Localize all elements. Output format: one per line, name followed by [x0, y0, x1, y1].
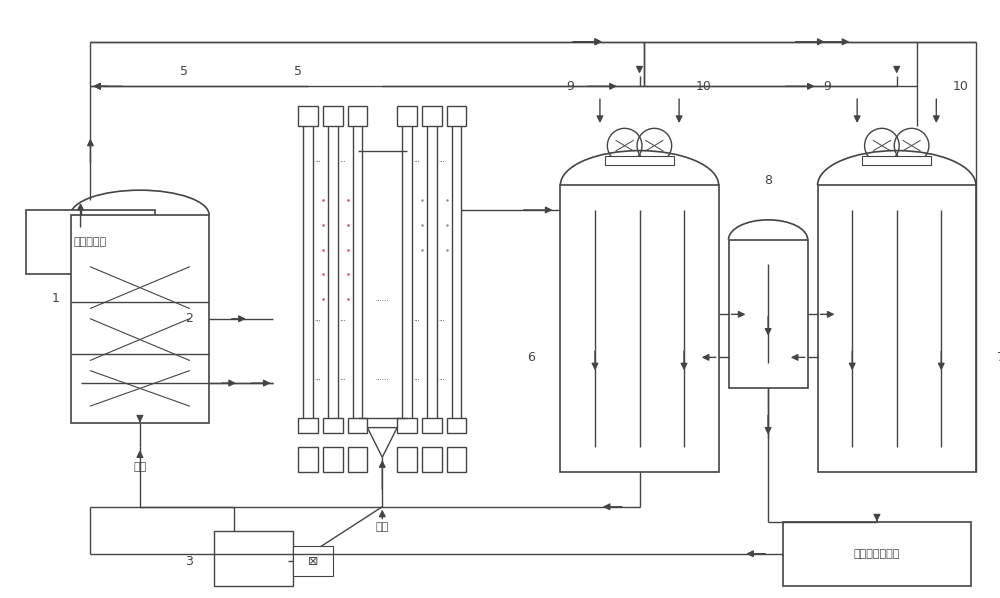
Text: ...: ...	[315, 157, 321, 163]
Text: ...: ...	[339, 316, 346, 322]
Bar	[447, 106, 466, 126]
Bar	[862, 155, 931, 166]
Text: ...: ...	[414, 157, 420, 163]
Text: 5: 5	[180, 65, 188, 78]
Text: ......: ......	[376, 296, 389, 302]
Bar	[348, 106, 367, 126]
Bar	[422, 106, 442, 126]
Text: 预处理系统: 预处理系统	[74, 237, 107, 247]
Text: ...: ...	[438, 316, 445, 322]
Text: 2: 2	[185, 312, 193, 325]
Bar	[293, 547, 333, 576]
Text: ...: ...	[315, 375, 321, 381]
Text: 副产品回收系统: 副产品回收系统	[854, 549, 900, 559]
Text: ......: ......	[376, 375, 389, 381]
Text: 5: 5	[294, 65, 302, 78]
Text: 9: 9	[566, 80, 574, 93]
Bar	[323, 418, 343, 432]
Bar	[422, 418, 442, 432]
Text: 7: 7	[997, 351, 1000, 364]
Text: 曝气: 曝气	[133, 462, 147, 472]
Bar	[605, 155, 674, 166]
Bar	[397, 418, 417, 432]
Bar	[447, 418, 466, 432]
Polygon shape	[367, 428, 397, 457]
Bar	[26, 210, 155, 274]
Text: ...: ...	[438, 375, 445, 381]
Text: 3: 3	[185, 555, 193, 568]
Bar	[560, 185, 719, 472]
Bar	[729, 240, 808, 388]
Text: 1: 1	[52, 291, 60, 304]
Text: ...: ...	[438, 157, 445, 163]
Text: ...: ...	[339, 157, 346, 163]
Bar	[447, 447, 466, 472]
Bar	[298, 418, 318, 432]
Text: 4: 4	[378, 441, 386, 454]
Text: ...: ...	[414, 316, 420, 322]
Bar	[298, 106, 318, 126]
Bar	[298, 447, 318, 472]
Text: ...: ...	[339, 375, 346, 381]
Text: ...: ...	[315, 316, 321, 322]
Bar	[397, 447, 417, 472]
Bar	[348, 447, 367, 472]
Bar	[818, 185, 976, 472]
Bar	[323, 447, 343, 472]
Text: ⊠: ⊠	[308, 555, 318, 568]
Text: 10: 10	[953, 80, 969, 93]
Bar	[348, 418, 367, 432]
Bar	[783, 521, 971, 586]
Text: 6: 6	[527, 351, 535, 364]
Bar	[422, 447, 442, 472]
Bar	[323, 106, 343, 126]
Bar	[397, 106, 417, 126]
Text: 10: 10	[696, 80, 712, 93]
Text: 9: 9	[824, 80, 831, 93]
Bar	[214, 532, 293, 586]
Text: 8: 8	[764, 174, 772, 187]
Text: 气洗: 气洗	[376, 521, 389, 532]
Bar	[71, 215, 209, 423]
Text: ...: ...	[414, 375, 420, 381]
